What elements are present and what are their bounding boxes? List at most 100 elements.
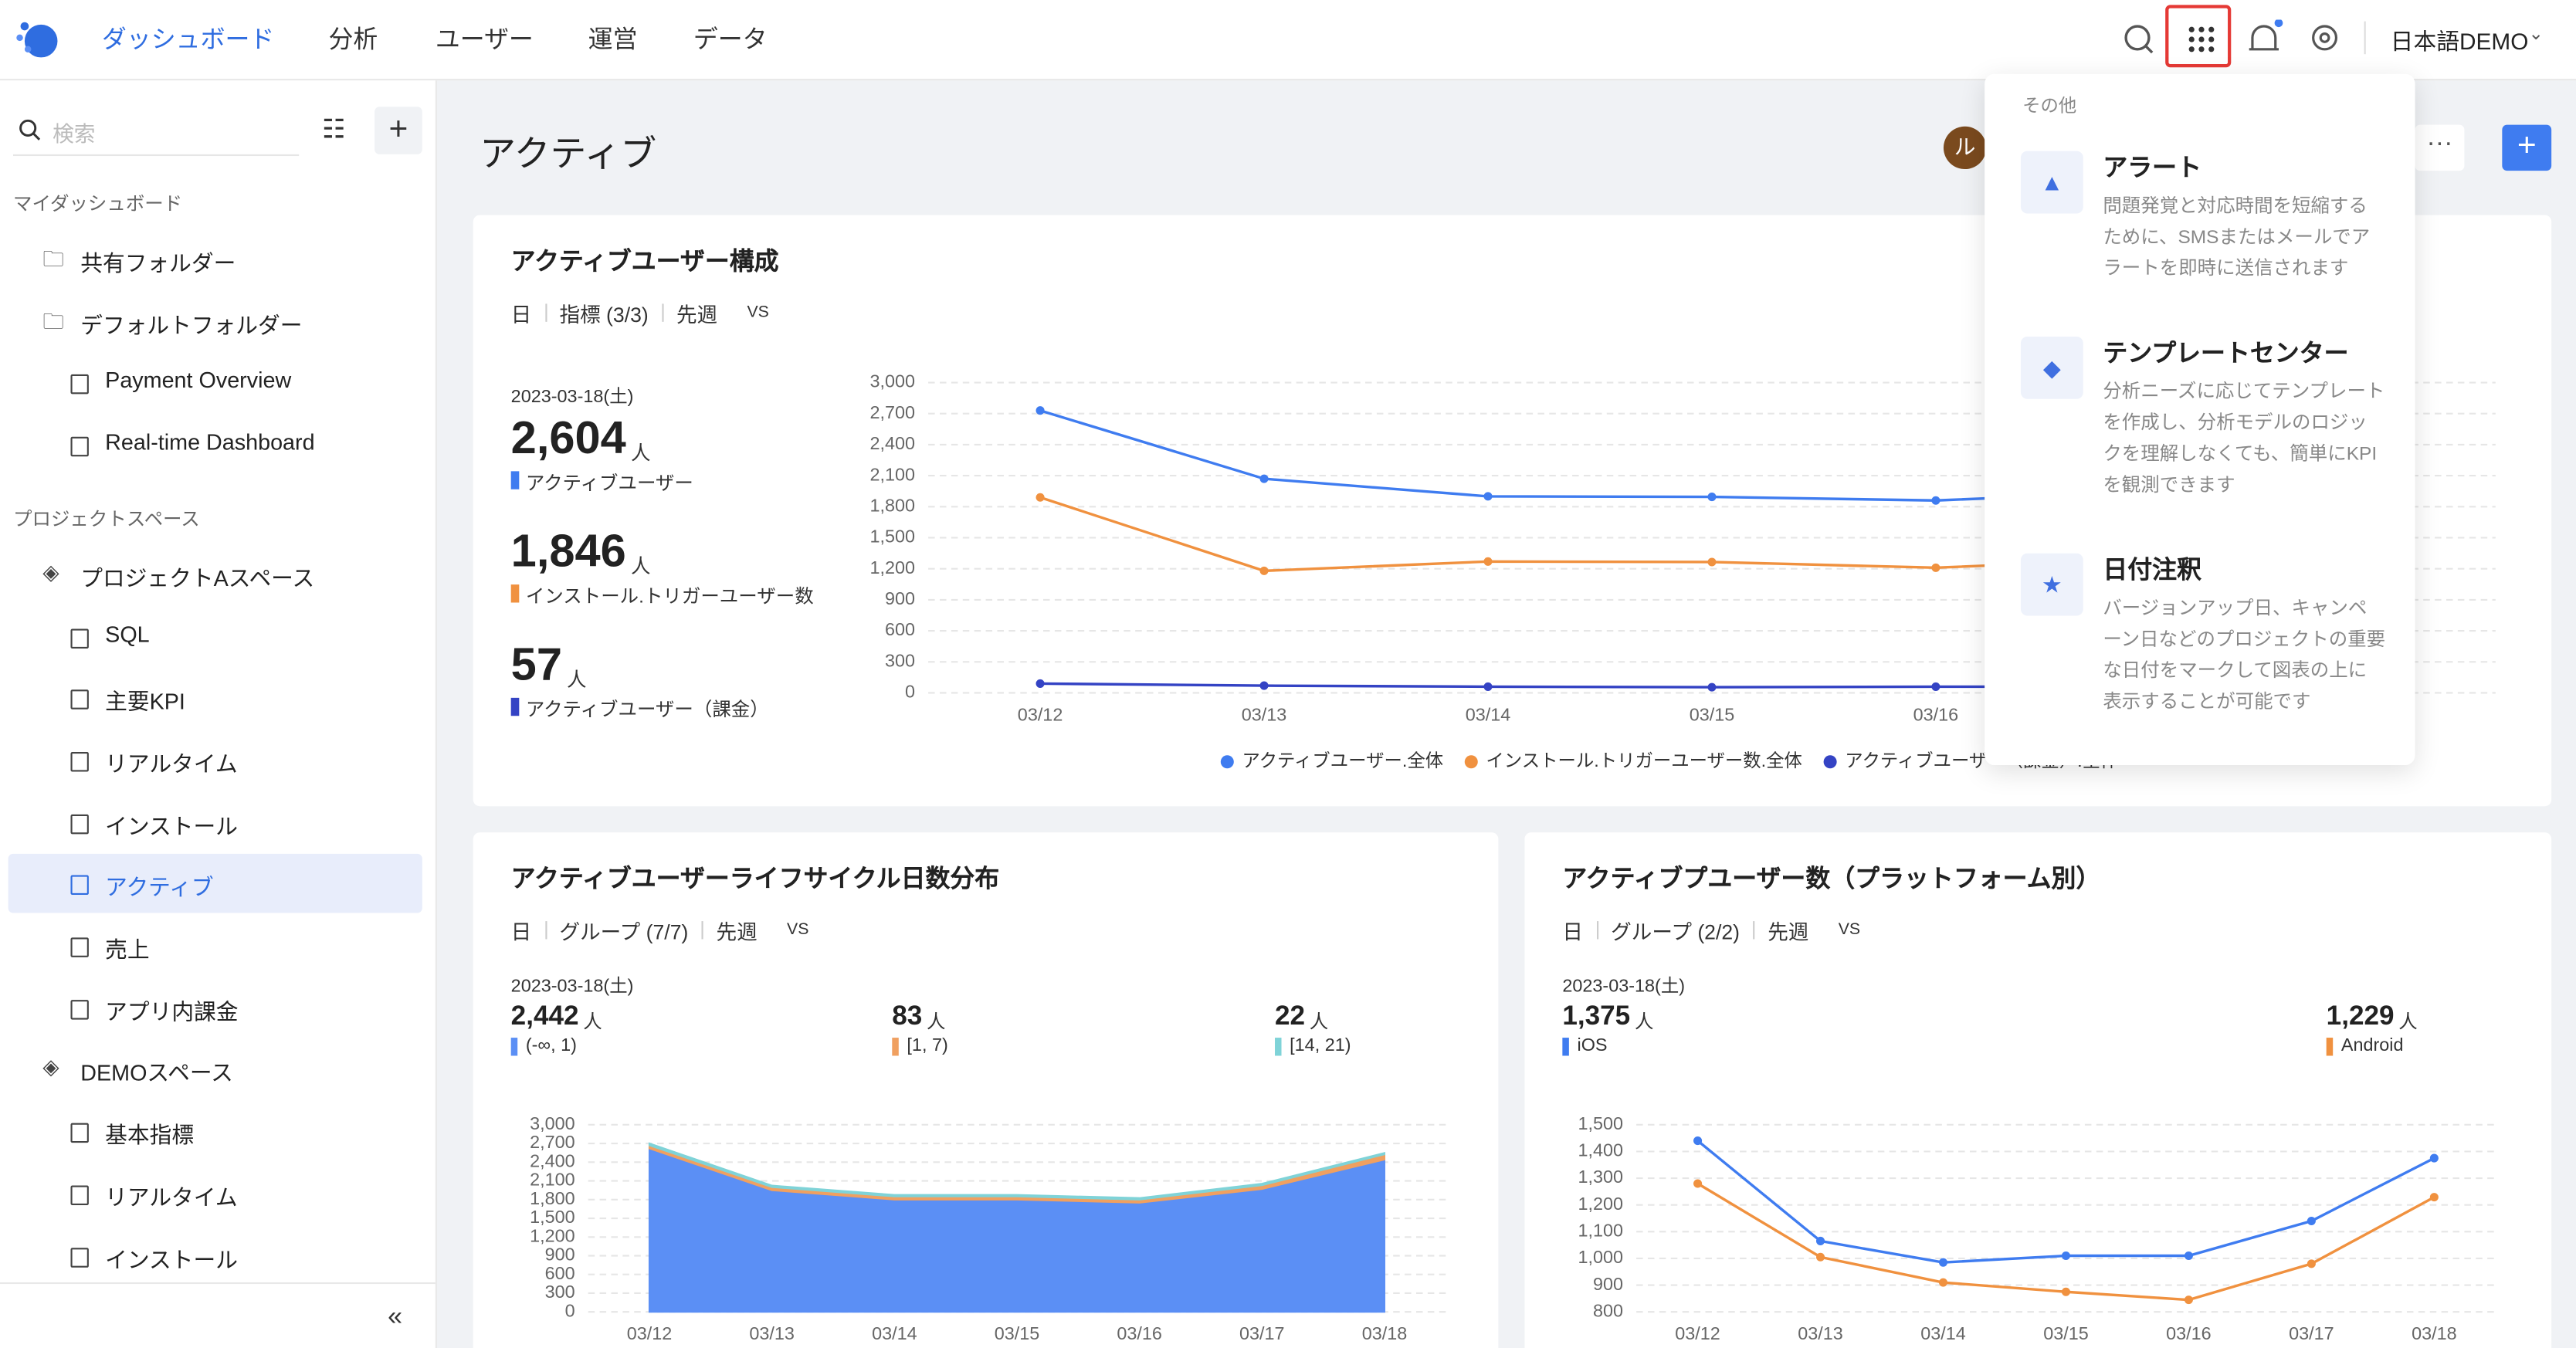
stat-value: 83 xyxy=(892,1001,923,1031)
list-button[interactable]: ☷ xyxy=(322,116,346,145)
point xyxy=(2061,1251,2070,1261)
nav-item[interactable]: 分析 xyxy=(328,26,378,55)
y-tick-label: 800 xyxy=(1593,1300,1623,1320)
nav-item[interactable]: データ xyxy=(693,26,768,55)
nav-item[interactable]: ユーザー xyxy=(435,26,534,55)
stat-label: iOS xyxy=(1577,1035,1608,1056)
stat-date: 2023-03-18(土) xyxy=(510,977,634,997)
stat-unit: 人 xyxy=(926,1013,946,1033)
point xyxy=(1483,492,1493,501)
sidebar-item[interactable]: アプリ内課金 xyxy=(105,999,239,1025)
avatar[interactable]: ル xyxy=(1943,126,1987,170)
point xyxy=(1938,1258,1948,1267)
nav-item[interactable]: 運営 xyxy=(588,26,638,55)
language-switch[interactable]: 日本語DEMO xyxy=(2390,28,2529,55)
filter[interactable]: グループ (2/2) xyxy=(1611,921,1740,944)
sidebar-item[interactable]: Payment Overview xyxy=(105,368,292,394)
legend-label: インストール.トリガーユーザー数.全体 xyxy=(1486,750,1802,771)
sidebar-item[interactable]: リアルタイム xyxy=(105,1185,238,1210)
add-button[interactable]: + xyxy=(375,107,422,154)
stat-label: インストール.トリガーユーザー数 xyxy=(525,588,814,608)
popup-item-title[interactable]: アラート xyxy=(2103,154,2202,183)
collapse-button[interactable]: « xyxy=(388,1303,403,1332)
filter[interactable]: VS xyxy=(787,921,809,940)
x-tick-label: 03/15 xyxy=(1690,704,1735,724)
x-tick-label: 03/18 xyxy=(2412,1323,2457,1343)
popup-item-title[interactable]: 日付注釈 xyxy=(2103,556,2202,585)
y-tick-label: 1,800 xyxy=(870,495,916,515)
point xyxy=(1259,474,1269,483)
page-icon xyxy=(70,374,89,395)
stat-value: 57 xyxy=(510,638,562,690)
y-tick-label: 900 xyxy=(1593,1274,1623,1294)
separator xyxy=(1753,921,1755,940)
y-tick-label: 1,100 xyxy=(1578,1221,1624,1241)
point xyxy=(1931,496,1940,505)
x-tick-label: 03/17 xyxy=(1239,1323,1285,1343)
popup-item-title[interactable]: テンプレートセンター xyxy=(2103,340,2349,368)
sidebar-group[interactable]: 共有フォルダー xyxy=(80,251,236,276)
point xyxy=(1693,1179,1703,1188)
stat-label: [14, 21) xyxy=(1290,1035,1351,1056)
page-icon xyxy=(70,1185,89,1205)
filters: 日 グループ (7/7) 先週 VS xyxy=(510,915,809,946)
highlight-box xyxy=(2165,5,2232,68)
sidebar-item[interactable]: インストール xyxy=(105,1247,238,1272)
sidebar-item[interactable]: リアルタイム xyxy=(105,751,238,777)
y-tick-label: 1,200 xyxy=(1578,1194,1624,1214)
y-tick-label: 2,400 xyxy=(530,1150,575,1170)
stat-unit: 人 xyxy=(630,442,651,465)
x-tick-label: 03/16 xyxy=(1913,704,1959,724)
point xyxy=(1931,682,1940,691)
filter[interactable]: VS xyxy=(1838,921,1861,940)
filter[interactable]: 先週 xyxy=(1768,921,1809,944)
nav-icons[interactable] xyxy=(2120,19,2350,59)
y-tick-label: 600 xyxy=(545,1263,575,1283)
sidebar-item[interactable]: SQL xyxy=(105,621,150,646)
filter[interactable]: VS xyxy=(747,303,769,322)
sidebar-item[interactable]: 売上 xyxy=(105,937,150,963)
search-input[interactable]: 検索 xyxy=(53,121,96,147)
stat-value: 2,442 xyxy=(510,1001,579,1031)
sidebar-item[interactable]: インストール xyxy=(105,813,238,838)
more-button[interactable]: ··· xyxy=(2415,124,2465,171)
y-tick-label: 2,100 xyxy=(870,464,916,484)
y-tick-label: 0 xyxy=(565,1300,575,1320)
stat-color xyxy=(1275,1038,1282,1056)
sidebar-group[interactable]: DEMOスペース xyxy=(80,1061,233,1086)
x-tick-label: 03/14 xyxy=(872,1323,917,1343)
filter[interactable]: 日 xyxy=(510,303,532,327)
filter[interactable]: 先週 xyxy=(676,303,718,327)
y-tick-label: 300 xyxy=(545,1282,575,1302)
sidebar-footer-line xyxy=(0,1282,436,1285)
search-icon xyxy=(19,119,41,141)
filters: 日 指標 (3/3) 先週 VS xyxy=(511,297,769,328)
filter[interactable]: 日 xyxy=(1562,921,1583,944)
create-button[interactable]: + xyxy=(2502,124,2552,171)
point xyxy=(2307,1216,2316,1226)
sidebar-group[interactable]: デフォルトフォルダー xyxy=(80,313,303,338)
sidebar-item[interactable]: アクティブ xyxy=(105,876,214,901)
filter[interactable]: 指標 (3/3) xyxy=(559,303,649,327)
y-tick-label: 1,400 xyxy=(1578,1140,1624,1160)
sidebar-item[interactable]: 主要KPI xyxy=(105,689,185,715)
sidebar-item[interactable]: 基本指標 xyxy=(105,1123,195,1148)
stat-color xyxy=(2326,1038,2334,1056)
stat-value: 1,375 xyxy=(1562,1001,1631,1031)
point xyxy=(2429,1193,2439,1202)
page-icon xyxy=(70,436,89,457)
sidebar-group[interactable]: プロジェクトAスペース xyxy=(80,566,315,591)
x-tick-label: 03/16 xyxy=(2166,1323,2212,1343)
filter[interactable]: 先週 xyxy=(716,921,758,944)
sidebar-item[interactable]: Real-time Dashboard xyxy=(105,430,315,456)
y-tick-label: 1,500 xyxy=(530,1207,575,1227)
point xyxy=(1938,1278,1948,1287)
filter[interactable]: グループ (7/7) xyxy=(559,921,689,944)
stat-unit: 人 xyxy=(1309,1013,1329,1033)
nav-item[interactable]: ダッシュボード xyxy=(101,26,275,55)
filter[interactable]: 日 xyxy=(510,921,532,944)
page-icon xyxy=(70,751,89,772)
point xyxy=(1035,679,1045,688)
